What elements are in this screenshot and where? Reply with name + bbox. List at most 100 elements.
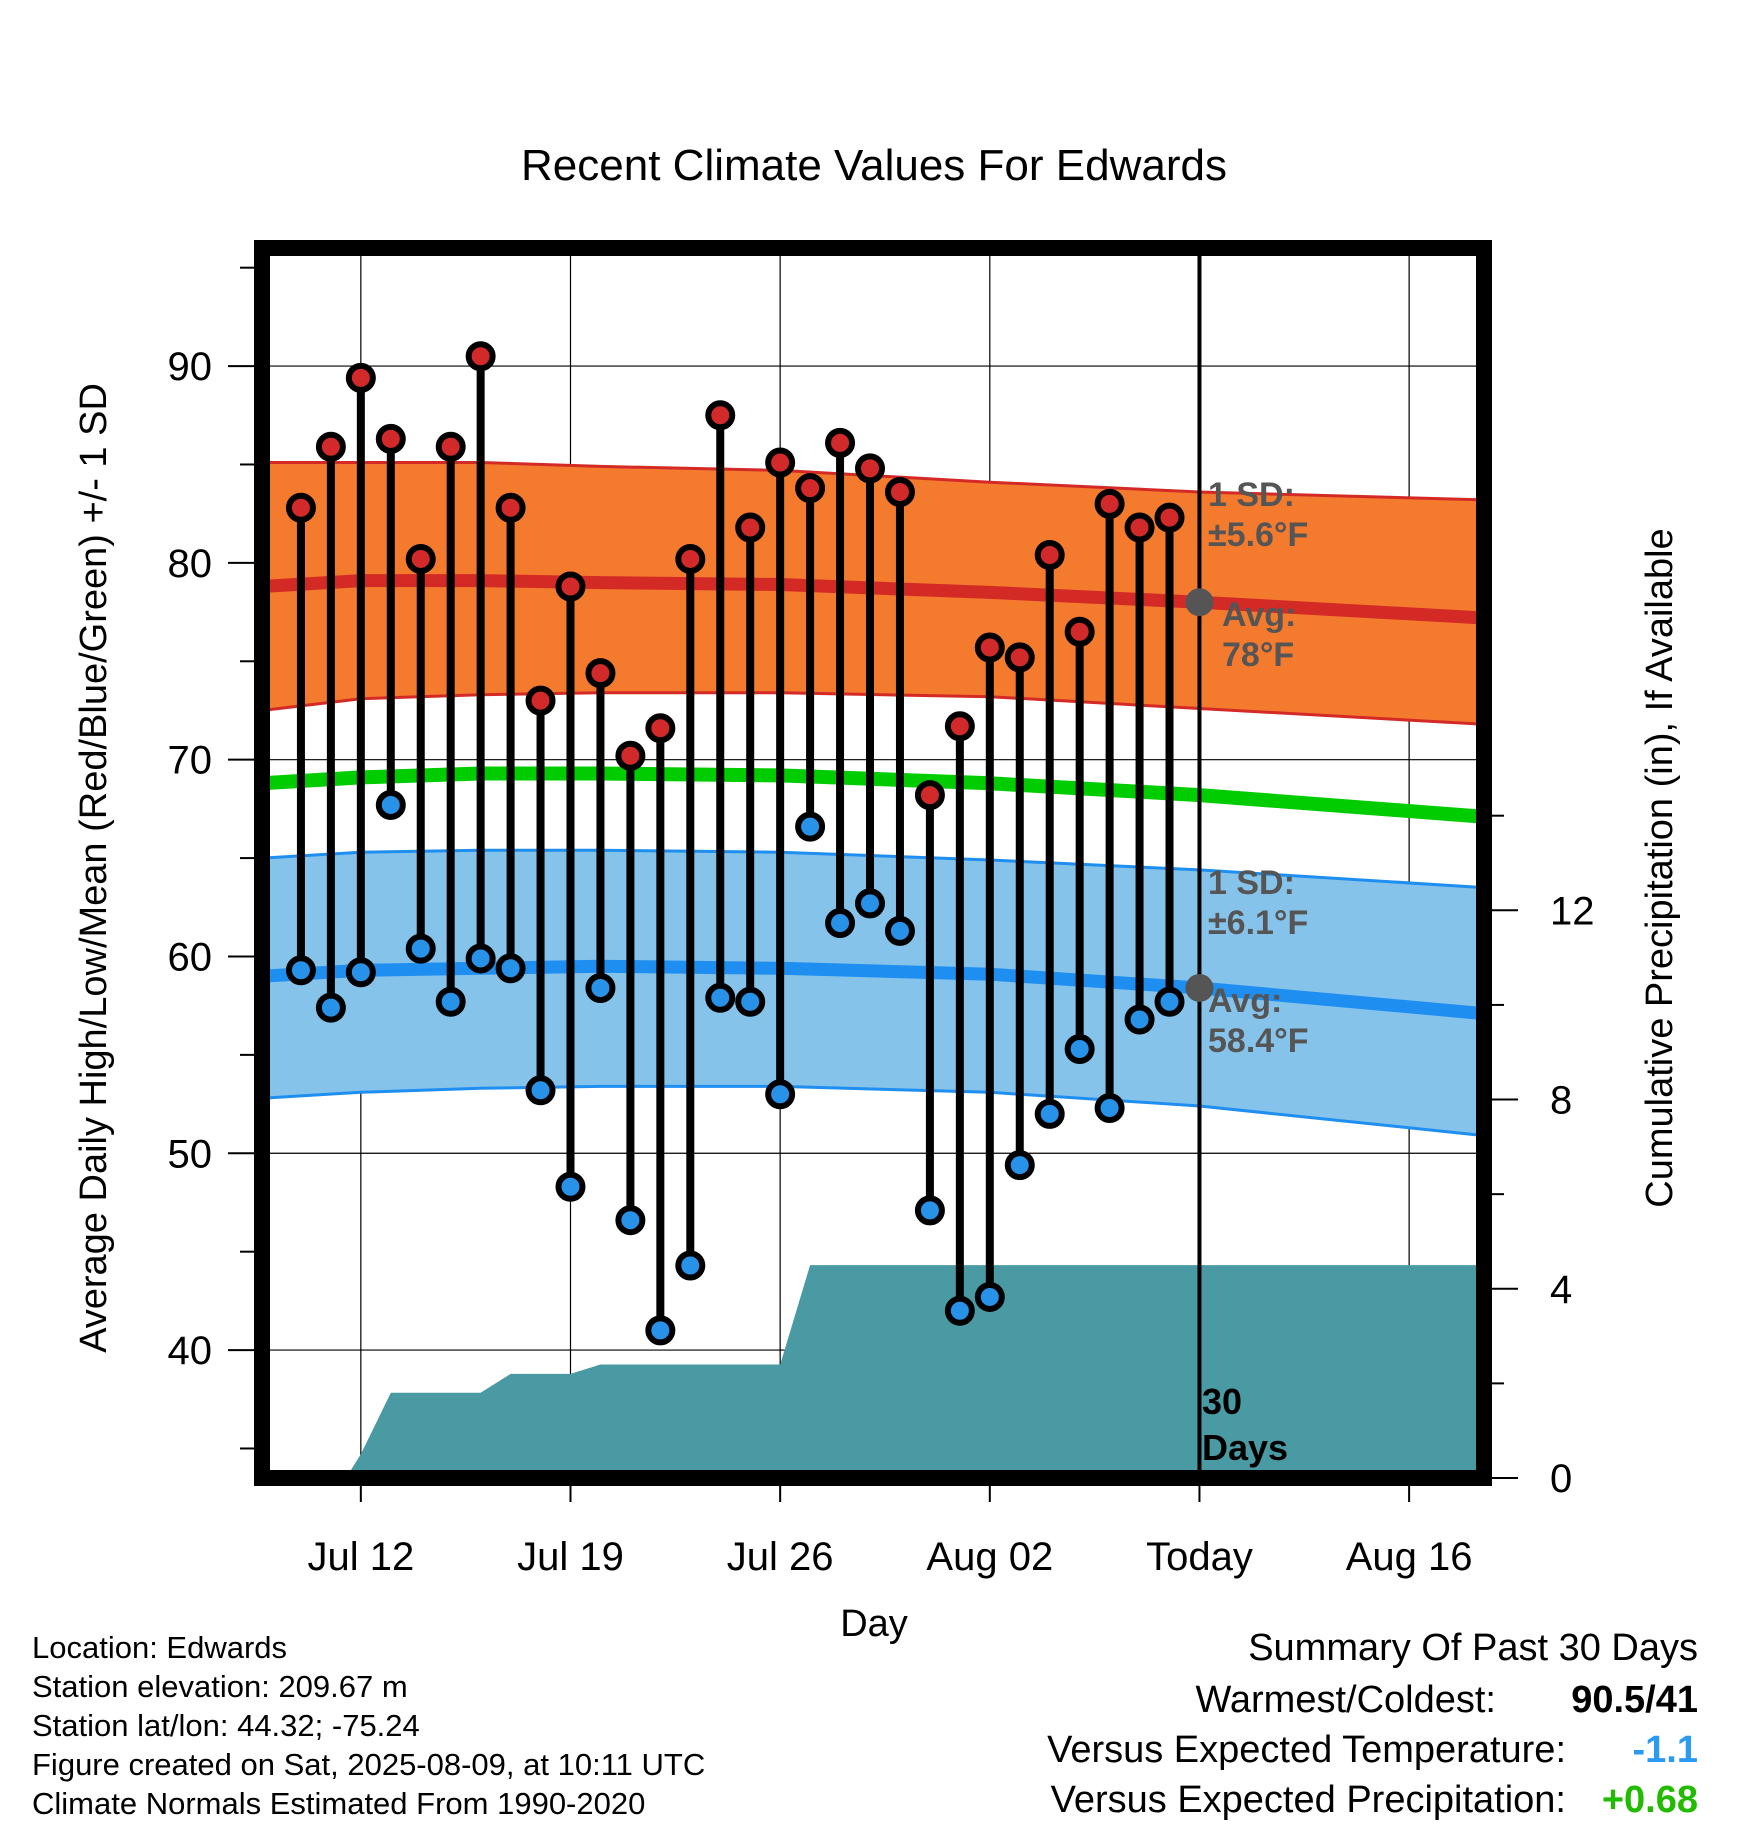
- daily-low-marker: [525, 1075, 556, 1106]
- daily-low-marker: [1034, 1098, 1065, 1129]
- daily-high-marker: [645, 713, 676, 744]
- daily-high-marker: [1094, 488, 1125, 519]
- y-tick-label: 50: [168, 1132, 213, 1176]
- x-tick-label: Jul 26: [727, 1535, 834, 1579]
- daily-high-marker: [555, 571, 586, 602]
- y-tick-label: 90: [168, 345, 213, 389]
- daily-low-marker: [1094, 1093, 1125, 1124]
- high-avg-marker: [1185, 588, 1214, 617]
- temp-value: -1.1: [1633, 1729, 1698, 1771]
- daily-low-marker: [405, 933, 436, 964]
- daily-high-marker: [765, 447, 796, 478]
- plot-frame: [254, 240, 1492, 1486]
- daily-low-marker: [705, 982, 736, 1013]
- daily-low-marker: [435, 986, 466, 1017]
- daily-high-marker: [1004, 642, 1035, 673]
- daily-low-marker: [615, 1205, 646, 1236]
- daily-low-marker: [345, 957, 376, 988]
- daily-low-marker: [884, 915, 915, 946]
- daily-high-marker: [615, 740, 646, 771]
- normals-text: Climate Normals Estimated From 1990-2020: [32, 1786, 645, 1821]
- daily-low-marker: [1154, 986, 1185, 1017]
- daily-low-marker: [974, 1281, 1005, 1312]
- daily-high-marker: [315, 431, 346, 462]
- temp-label: Versus Expected Temperature:: [1047, 1729, 1566, 1771]
- daily-low-marker: [375, 789, 406, 820]
- daily-low-marker: [944, 1295, 975, 1326]
- y2-tick-label: 4: [1550, 1268, 1572, 1312]
- created-text: Figure created on Sat, 2025-08-09, at 10…: [32, 1747, 705, 1782]
- daily-high-marker: [705, 400, 736, 431]
- daily-high-marker: [974, 632, 1005, 663]
- daily-high-marker: [855, 453, 886, 484]
- high-sd-annotation-line2: ±5.6°F: [1208, 516, 1308, 554]
- daily-low-marker: [315, 992, 346, 1023]
- summary-panel: Summary Of Past 30 Days Warmest/Coldest:…: [1047, 1627, 1698, 1821]
- warm-cold-label: Warmest/Coldest:: [1195, 1679, 1496, 1721]
- daily-high-marker: [884, 477, 915, 508]
- daily-low-marker: [645, 1315, 676, 1346]
- daily-low-marker: [855, 888, 886, 919]
- low-sd-annotation-line1: 1 SD:: [1208, 864, 1295, 902]
- y-axis-label: Average Daily High/Low/Mean (Red/Blue/Gr…: [73, 383, 115, 1353]
- station-info: Location: Edwards Station elevation: 209…: [32, 1630, 705, 1821]
- y2-tick-label: 12: [1550, 889, 1595, 933]
- chart-title: Recent Climate Values For Edwards: [521, 141, 1227, 190]
- y-tick-label: 40: [168, 1329, 213, 1373]
- daily-high-marker: [405, 543, 436, 574]
- daily-high-marker: [585, 658, 616, 689]
- days-window-label-line2: Days: [1202, 1427, 1288, 1468]
- daily-high-marker: [525, 685, 556, 716]
- low-avg-annotation-line2: 58.4°F: [1208, 1022, 1309, 1060]
- x-tick-label: Jul 19: [517, 1535, 624, 1579]
- daily-low-marker: [555, 1171, 586, 1202]
- daily-low-marker: [465, 943, 496, 974]
- low-sd-annotation-line2: ±6.1°F: [1208, 904, 1308, 942]
- elevation-text: Station elevation: 209.67 m: [32, 1669, 408, 1704]
- daily-high-marker: [285, 492, 316, 523]
- location-text: Location: Edwards: [32, 1630, 287, 1665]
- daily-high-marker: [1154, 502, 1185, 533]
- x-tick-label: Aug 16: [1346, 1535, 1473, 1579]
- high-avg-annotation-line1: Avg:: [1222, 596, 1296, 634]
- precip-area: [345, 1265, 1484, 1478]
- daily-high-marker: [825, 427, 856, 458]
- daily-high-marker: [914, 780, 945, 811]
- y2-tick-label: 0: [1550, 1457, 1572, 1501]
- high-sd-annotation-line1: 1 SD:: [1208, 476, 1295, 514]
- daily-high-marker: [375, 423, 406, 454]
- daily-low-marker: [1004, 1150, 1035, 1181]
- daily-high-marker: [1064, 616, 1095, 647]
- precip-value: +0.68: [1602, 1779, 1698, 1821]
- daily-low-marker: [285, 955, 316, 986]
- y2-tick-label: 8: [1550, 1079, 1572, 1123]
- daily-high-marker: [495, 492, 526, 523]
- normal-high-sd-band-upper-edge: [262, 461, 1484, 502]
- daily-high-marker: [944, 711, 975, 742]
- x-axis-label: Day: [840, 1603, 908, 1645]
- x-tick-label: Today: [1146, 1535, 1253, 1579]
- daily-low-marker: [914, 1195, 945, 1226]
- daily-low-marker: [495, 953, 526, 984]
- daily-high-marker: [735, 512, 766, 543]
- daily-high-marker: [795, 473, 826, 504]
- latlon-text: Station lat/lon: 44.32; -75.24: [32, 1708, 420, 1743]
- daily-high-marker: [675, 543, 706, 574]
- daily-low-marker: [825, 908, 856, 939]
- x-tick-label: Aug 02: [926, 1535, 1053, 1579]
- y-tick-label: 60: [168, 935, 213, 979]
- daily-low-marker: [795, 811, 826, 842]
- low-avg-marker: [1185, 973, 1214, 1002]
- warm-cold-value: 90.5/41: [1571, 1679, 1698, 1721]
- x-tick-label: Jul 12: [307, 1535, 414, 1579]
- daily-low-marker: [765, 1079, 796, 1110]
- daily-low-marker: [675, 1250, 706, 1281]
- low-avg-annotation-line1: Avg:: [1208, 982, 1282, 1020]
- daily-low-marker: [735, 986, 766, 1017]
- high-avg-annotation-line2: 78°F: [1222, 636, 1294, 674]
- daily-high-marker: [435, 431, 466, 462]
- daily-high-marker: [1034, 540, 1065, 571]
- days-window-label-line1: 30: [1202, 1381, 1242, 1422]
